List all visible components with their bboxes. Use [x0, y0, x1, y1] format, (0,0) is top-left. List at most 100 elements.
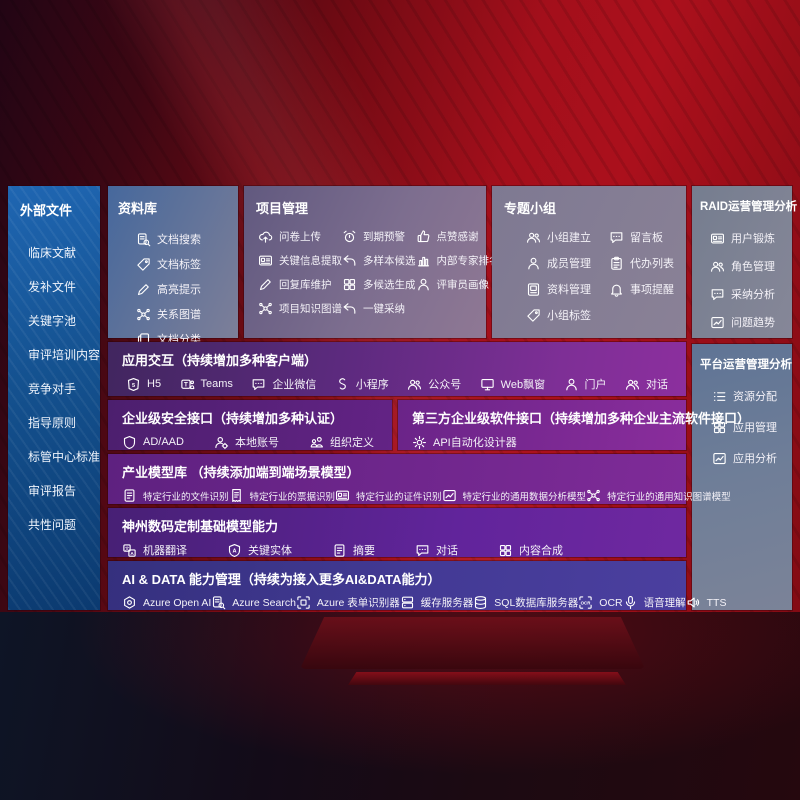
svg-text:OCR: OCR: [581, 600, 592, 605]
feature-item[interactable]: 文档搜索: [136, 231, 228, 247]
feature-item[interactable]: 内容合成: [498, 542, 563, 558]
feature-item-label: 应用分析: [733, 453, 777, 465]
form-scan-icon: [296, 595, 311, 610]
feature-item[interactable]: 小组建立: [526, 229, 609, 245]
feature-item[interactable]: OCR OCR: [578, 595, 623, 610]
feature-item[interactable]: 门户: [564, 376, 607, 392]
feature-item-label: 点赞感谢: [436, 231, 479, 243]
feature-item[interactable]: 公众号: [407, 376, 461, 392]
feature-item[interactable]: 5 H5: [126, 377, 161, 392]
feature-item[interactable]: 多候选生成: [342, 277, 416, 292]
feature-item-label: 语音理解: [643, 597, 686, 609]
feature-item[interactable]: 企业微信: [251, 376, 316, 392]
feature-item[interactable]: 留言板: [609, 229, 674, 245]
sidebar-item[interactable]: 竞争对手: [28, 382, 77, 396]
feature-item[interactable]: 应用分析: [712, 450, 784, 466]
miniprogram-icon: [335, 377, 350, 392]
feature-item-label: 高亮提示: [157, 284, 201, 296]
feature-item[interactable]: TTS: [686, 595, 726, 610]
feature-item[interactable]: 特定行业的通用知识图谱模型: [586, 488, 731, 503]
feature-item-label: 多候选生成: [363, 279, 416, 291]
cache-server-icon: [400, 595, 415, 610]
feature-item[interactable]: 内部专家排名: [416, 253, 500, 268]
svg-text:5: 5: [132, 382, 135, 388]
feature-item[interactable]: Web飘窗: [480, 376, 545, 392]
feature-item[interactable]: 小程序: [335, 376, 389, 392]
feature-item[interactable]: 特定行业的通用数据分析模型: [442, 488, 587, 503]
feature-item[interactable]: API自动化设计器: [412, 434, 517, 450]
feature-item-label: 项目知识图谱: [279, 303, 342, 315]
repository-panel: 资料库 文档搜索 文档标签 高亮提示 关系图谱 文档分类: [108, 186, 238, 346]
sidebar-item[interactable]: 发补文件: [28, 280, 77, 294]
feature-item[interactable]: 关键信息提取: [258, 253, 342, 268]
feature-item[interactable]: 到期预警: [342, 229, 416, 244]
feature-item[interactable]: 用户锻炼: [710, 230, 784, 246]
person-icon: [416, 277, 431, 292]
feature-item[interactable]: 语音理解: [623, 595, 686, 610]
sidebar-item[interactable]: 关键字池: [28, 314, 77, 328]
feature-item[interactable]: AD/AAD: [122, 435, 184, 450]
feature-item[interactable]: 对话: [415, 542, 458, 558]
feature-item[interactable]: 特定行业的文件识别: [122, 488, 229, 503]
feature-item[interactable]: Azure Open AI: [122, 595, 211, 610]
feature-item[interactable]: 代办列表: [609, 255, 674, 271]
feature-item-label: 问题趋势: [731, 317, 775, 329]
feature-item[interactable]: 多样本候选: [342, 253, 416, 268]
feature-item[interactable]: 角色管理: [710, 258, 784, 274]
feature-item[interactable]: 事项提醒: [609, 281, 674, 297]
id-card-icon: [710, 231, 725, 246]
feature-item[interactable]: 关系图谱: [136, 306, 228, 322]
feature-item[interactable]: 一键采纳: [342, 301, 416, 316]
feature-item[interactable]: Azure 表单识别器: [296, 595, 400, 610]
feature-item[interactable]: 摘要: [332, 542, 375, 558]
feature-item-label: 特定行业的票据识别: [249, 491, 336, 503]
feature-item-label: 关键实体: [248, 545, 292, 557]
feature-item[interactable]: 应用管理: [712, 419, 784, 435]
feature-item-label: 文档标签: [157, 259, 201, 271]
network-icon: [136, 307, 151, 322]
feature-item[interactable]: 成员管理: [526, 255, 609, 271]
feature-item[interactable]: 问卷上传: [258, 229, 342, 244]
feature-item[interactable]: T Teams: [180, 377, 233, 392]
receipt-icon: [229, 488, 244, 503]
api-gear-icon: [412, 435, 427, 450]
sidebar-item[interactable]: 标管中心标准: [28, 450, 101, 464]
feature-item[interactable]: 文 A 机器翻译: [122, 542, 187, 558]
feature-item[interactable]: 缓存服务器: [400, 595, 473, 610]
list-icon: [712, 389, 727, 404]
feature-item[interactable]: 本地账号: [214, 434, 279, 450]
feature-item[interactable]: Azure Search: [211, 595, 296, 610]
grid-icon: [342, 277, 357, 292]
feature-item[interactable]: 特定行业的票据识别: [229, 488, 336, 503]
feature-item[interactable]: 高亮提示: [136, 281, 228, 297]
feature-item[interactable]: 特定行业的证件识别: [335, 488, 442, 503]
feature-item[interactable]: 文档标签: [136, 256, 228, 272]
feature-item[interactable]: 组织定义: [309, 434, 374, 450]
thirdparty-interface-band: 第三方企业级软件接口（持续增加多种企业主流软件接口） API自动化设计器: [398, 400, 750, 450]
feature-item[interactable]: A 关键实体: [227, 542, 292, 558]
feature-item[interactable]: 评审员画像: [416, 277, 500, 292]
external-files-title: 外部文件: [20, 203, 73, 218]
feature-item[interactable]: 问题趋势: [710, 314, 784, 330]
sidebar-item[interactable]: 临床文献: [28, 246, 77, 260]
feature-item[interactable]: 小组标签: [526, 307, 609, 323]
feature-item-label: 特定行业的证件识别: [356, 491, 442, 503]
sidebar-item[interactable]: 审评培训内容: [28, 348, 101, 362]
feature-item[interactable]: 项目知识图谱: [258, 301, 342, 316]
feature-item[interactable]: 资源分配: [712, 388, 784, 404]
feature-item[interactable]: SQL数据库服务器: [473, 595, 578, 610]
feature-item-label: 特定行业的文件识别: [143, 491, 229, 503]
feature-item[interactable]: 采纳分析: [710, 286, 784, 302]
sidebar-item[interactable]: 审评报告: [28, 484, 77, 498]
web-window-icon: [480, 377, 495, 392]
teams-icon: T: [180, 377, 195, 392]
feature-item[interactable]: 点赞感谢: [416, 229, 500, 244]
sidebar-item[interactable]: 指导原则: [28, 416, 77, 430]
feature-item-label: 评审员画像: [436, 279, 490, 291]
feature-item[interactable]: 资料管理: [526, 281, 609, 297]
feature-item[interactable]: 回复库维护: [258, 277, 342, 292]
sidebar-item[interactable]: 共性问题: [28, 518, 77, 532]
feature-item[interactable]: 对话: [625, 376, 668, 392]
ocr-icon: OCR: [578, 595, 593, 610]
feature-item-label: 特定行业的通用数据分析模型: [462, 491, 587, 503]
